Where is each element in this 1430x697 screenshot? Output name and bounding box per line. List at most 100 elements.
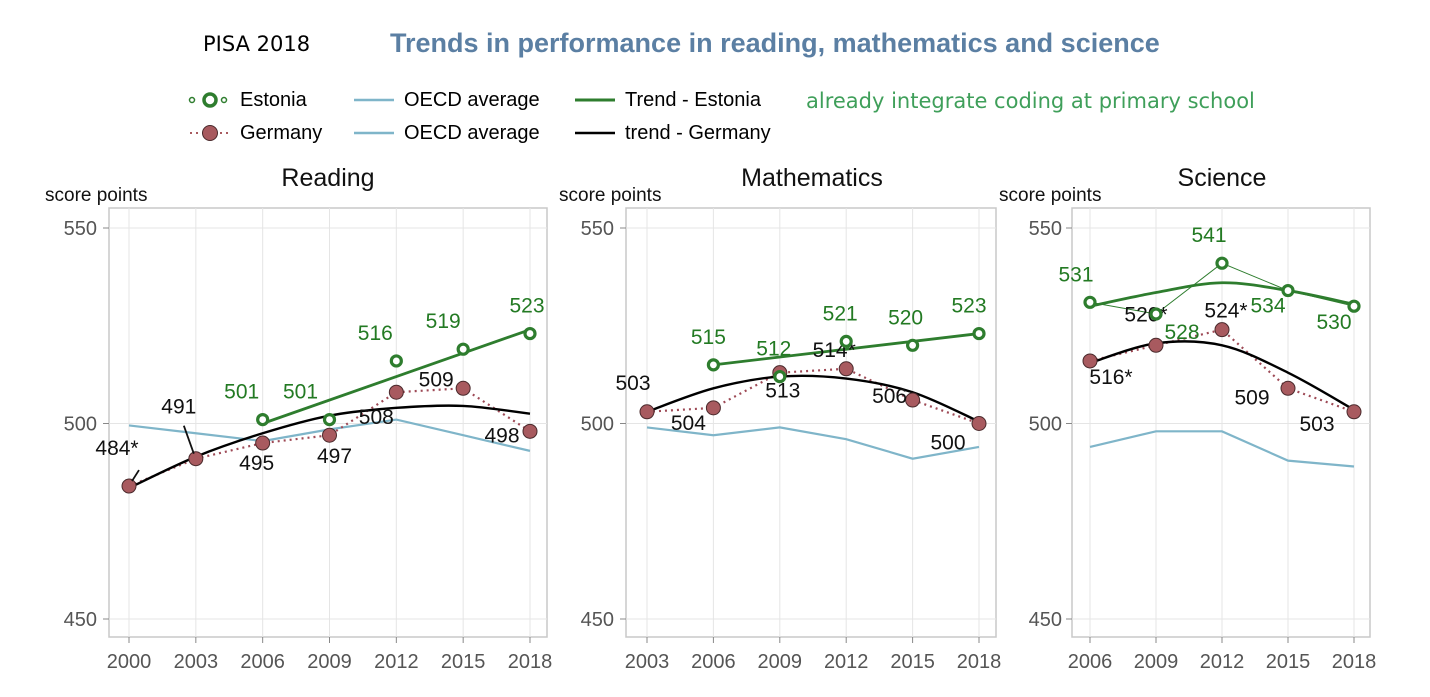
label-leader-line [131, 469, 140, 482]
germany-marker-icon [190, 125, 230, 141]
germany-point [838, 361, 854, 377]
y-axis-label: score points [45, 185, 147, 206]
estonia-point [1347, 299, 1361, 313]
germany-data-label: 503 [615, 372, 650, 395]
label-leader-line [182, 425, 195, 454]
x-tick-label: 2006 [691, 651, 736, 673]
germany-trend-line [646, 374, 980, 423]
estonia-data-label: 531 [1058, 263, 1093, 286]
x-tick-label: 2018 [957, 651, 1002, 673]
estonia-marker-icon [188, 92, 228, 108]
germany-data-label: 495 [239, 452, 274, 475]
estonia-point [839, 334, 853, 348]
oecd-average-line [1089, 430, 1355, 468]
estonia-point [905, 338, 920, 352]
estonia-point [1281, 283, 1295, 298]
x-tick-label: 2018 [1332, 651, 1377, 673]
legend-label: Germany [240, 121, 323, 144]
estonia-data-label: 519 [426, 310, 461, 333]
estonia-point [322, 412, 337, 427]
germany-point [705, 400, 721, 416]
germany-data-label: 509 [419, 368, 454, 391]
estonia-data-label: 515 [691, 326, 726, 349]
x-tick-label: 2009 [307, 651, 352, 673]
germany-data-label: 508 [359, 406, 394, 429]
legend-item-estonia-trend: Trend - Estonia [573, 86, 761, 114]
plot-frame [625, 207, 997, 638]
x-tick-label: 2012 [1200, 651, 1245, 673]
germany-point [322, 427, 337, 443]
estonia-point [706, 358, 721, 372]
germany-data-label: 506 [872, 385, 907, 408]
germany-data-label: 513 [765, 380, 800, 403]
x-tick-label: 2006 [240, 651, 285, 673]
charts-area: 450 500 550 2000 2003 2006 2009 2012 2015 2018 Rea… [45, 164, 1377, 673]
germany-data-label: 491 [161, 396, 196, 419]
germany-data-label: 498 [484, 424, 519, 447]
panel-title: Reading [281, 164, 374, 192]
x-tick-label: 2003 [625, 651, 670, 673]
legend-item-oecd: OECD average [352, 119, 540, 147]
legend-label: Trend - Estonia [625, 88, 761, 111]
estonia-point [1215, 256, 1229, 270]
y-axis-label: score points [559, 185, 661, 206]
estonia-data-label: 521 [823, 302, 858, 325]
germany-point [1082, 353, 1098, 369]
germany-point [971, 416, 987, 431]
estonia-data-label: 523 [951, 295, 986, 318]
germany-point [1346, 404, 1362, 420]
y-tick-label: 550 [581, 218, 614, 240]
germany-point [522, 423, 538, 439]
estonia-point [773, 369, 787, 384]
x-tick-label: 2006 [1068, 651, 1113, 673]
x-tick-label: 2000 [107, 651, 152, 673]
estonia-data-label: 523 [509, 295, 544, 318]
chart-header: PISA 2018 Trends in performance in readi… [0, 0, 1430, 160]
x-tick-label: 2018 [508, 651, 553, 673]
germany-data-label: 524* [1204, 300, 1247, 323]
x-tick-label: 2003 [174, 651, 219, 673]
germany-point [639, 404, 655, 420]
estonia-point [1149, 307, 1163, 321]
y-axis-label: score points [999, 185, 1101, 206]
pisa-label: PISA 2018 [203, 32, 311, 56]
germany-data-label: 500 [930, 432, 965, 455]
panel-mathematics: 450 500 550 2003 2006 2009 2012 2015 2018 Mathema… [559, 164, 1001, 673]
legend-item-germany-trend: trend - Germany [573, 119, 771, 147]
germany-point [121, 478, 137, 494]
estonia-trend-line [1089, 281, 1355, 308]
estonia-data-label: 520 [888, 306, 923, 329]
x-tick-label: 2009 [1134, 651, 1179, 673]
germany-data-label: 516* [1089, 366, 1132, 389]
estonia-data-label: 541 [1191, 224, 1226, 247]
germany-point [1280, 380, 1296, 396]
estonia-data-label: 516 [358, 322, 393, 345]
germany-point [1148, 337, 1164, 353]
y-tick-label: 550 [64, 218, 97, 240]
oecd-line-icon [354, 131, 394, 135]
y-tick-label: 450 [64, 609, 97, 631]
estonia-trend-icon [575, 98, 615, 102]
estonia-point [456, 342, 470, 356]
legend-item-oecd: OECD average [352, 86, 540, 114]
legend-item-germany: Germany [188, 119, 322, 147]
chart-title: Trends in performance in reading, mathem… [390, 28, 1160, 58]
germany-data-label: 484* [95, 437, 138, 460]
x-tick-label: 2015 [1266, 651, 1311, 673]
y-tick-label: 500 [64, 414, 97, 436]
legend-label: Estonia [240, 88, 307, 111]
panel-title: Science [1178, 164, 1267, 192]
plot-frame [1071, 207, 1371, 638]
x-tick-label: 2012 [374, 651, 419, 673]
estonia-point [389, 354, 403, 368]
legend-label: OECD average [404, 121, 540, 144]
estonia-data-label: 501 [224, 381, 259, 404]
y-tick-label: 550 [1029, 218, 1062, 240]
legend-label: OECD average [404, 88, 540, 111]
germany-dotted-line [646, 367, 980, 425]
germany-point [188, 451, 204, 467]
germany-data-label: 497 [317, 445, 352, 468]
y-tick-label: 500 [1029, 414, 1062, 436]
estonia-point [1083, 295, 1097, 309]
legend-label: trend - Germany [625, 121, 771, 144]
